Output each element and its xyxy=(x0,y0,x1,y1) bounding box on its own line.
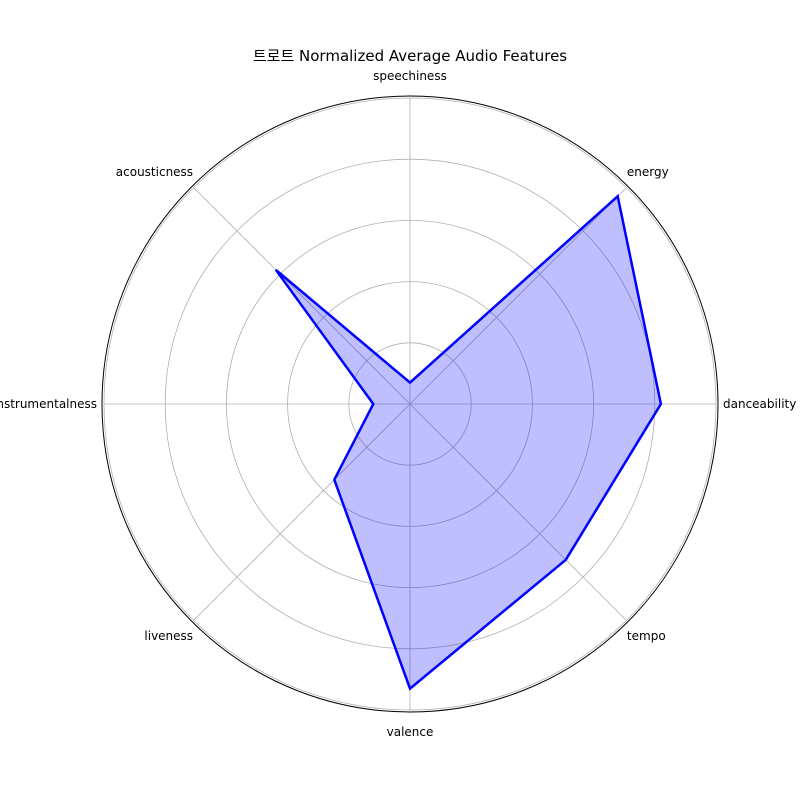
spoke-energy xyxy=(409,187,627,405)
axis-label-tempo: tempo xyxy=(627,629,666,643)
axis-label-danceability: danceability xyxy=(723,397,796,411)
axis-label-speechiness: speechiness xyxy=(373,69,447,83)
axis-label-energy: energy xyxy=(627,165,669,179)
axis-label-instrumentalness: instrumentalness xyxy=(0,397,97,411)
spoke-tempo xyxy=(409,403,627,621)
outer-frame xyxy=(101,95,719,713)
axis-label-liveness: liveness xyxy=(144,629,193,643)
axis-labels: danceability energy speechiness acousticnes… xyxy=(0,69,796,739)
spoke-acousticness xyxy=(193,187,411,405)
chart-title: 트로트 Normalized Average Audio Features xyxy=(253,47,567,65)
data-series xyxy=(274,193,663,691)
spoke-liveness xyxy=(193,403,411,621)
axis-label-valence: valence xyxy=(387,725,434,739)
series-area-0 xyxy=(275,196,661,689)
axis-label-acousticness: acousticness xyxy=(116,165,193,179)
series-line-0 xyxy=(274,193,663,691)
axis-spokes xyxy=(104,98,716,710)
